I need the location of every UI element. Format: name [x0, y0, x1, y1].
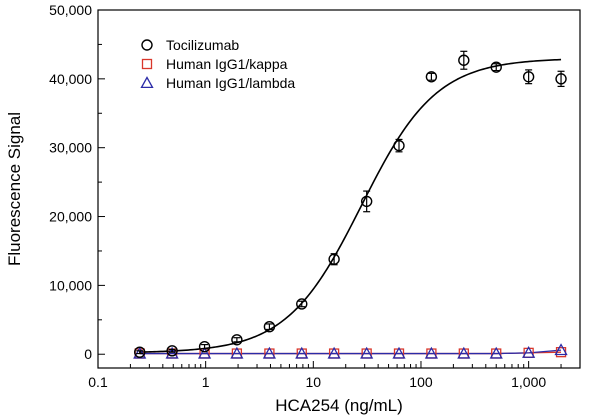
data-point: [166, 345, 178, 357]
data-point: [198, 340, 211, 353]
data-point: [555, 73, 567, 85]
data-point: [425, 71, 438, 83]
x-tick-label: 100: [409, 374, 433, 390]
data-point: [327, 346, 341, 359]
plot-area: [97, 9, 581, 369]
y-tick-label: 30,000: [49, 140, 92, 156]
y-axis: 0 10,000 20,000 30,000 40,000 50,000: [49, 2, 105, 362]
y-tick-label: 10,000: [49, 277, 92, 293]
data-point: [134, 346, 146, 358]
legend-label: Human IgG1/kappa: [166, 56, 288, 72]
fit-curve: [139, 58, 562, 353]
legend-marker: [140, 76, 154, 89]
data-point: [230, 346, 244, 359]
y-tick-label: 20,000: [49, 209, 92, 225]
data-point: [489, 346, 503, 359]
data-point: [360, 195, 373, 208]
data-point: [197, 346, 212, 359]
legend: Tocilizumab Human IgG1/kappa Human IgG1/la…: [140, 37, 295, 91]
plot-frame: [97, 9, 581, 369]
x-tick-label: 1,000: [511, 374, 546, 390]
data-point: [231, 334, 243, 346]
y-axis-title: Fluorescence Signal: [5, 112, 24, 266]
data-point: [490, 61, 502, 73]
legend-label: Tocilizumab: [166, 37, 239, 53]
y-tick-label: 50,000: [49, 2, 92, 18]
x-axis: 0.1 1 10 100 1,000: [88, 361, 581, 390]
data-point: [522, 71, 535, 83]
data-point: [393, 139, 405, 152]
data-point: [392, 346, 406, 359]
legend-label: Human IgG1/lambda: [166, 75, 295, 91]
data-point: [262, 346, 277, 359]
data-point: [263, 320, 276, 333]
data-point: [296, 298, 308, 310]
x-tick-label: 1: [202, 374, 210, 390]
data-point: [522, 346, 536, 358]
x-axis-title: HCA254 (ng/mL): [275, 396, 403, 415]
x-tick-label: 0.1: [88, 374, 108, 390]
legend-marker: [141, 58, 153, 70]
data-point: [424, 346, 439, 359]
y-tick-label: 40,000: [49, 71, 92, 87]
series-layer: [133, 50, 568, 359]
series-line: [139, 349, 562, 355]
data-point: [457, 346, 471, 359]
data-point: [554, 343, 568, 356]
x-tick-label: 10: [306, 374, 322, 390]
data-point: [165, 346, 179, 359]
data-point: [360, 346, 374, 359]
data-point: [458, 54, 470, 66]
data-point: [295, 346, 309, 359]
legend-marker: [141, 39, 153, 51]
data-point: [328, 253, 340, 265]
y-tick-label: 0: [84, 346, 92, 362]
